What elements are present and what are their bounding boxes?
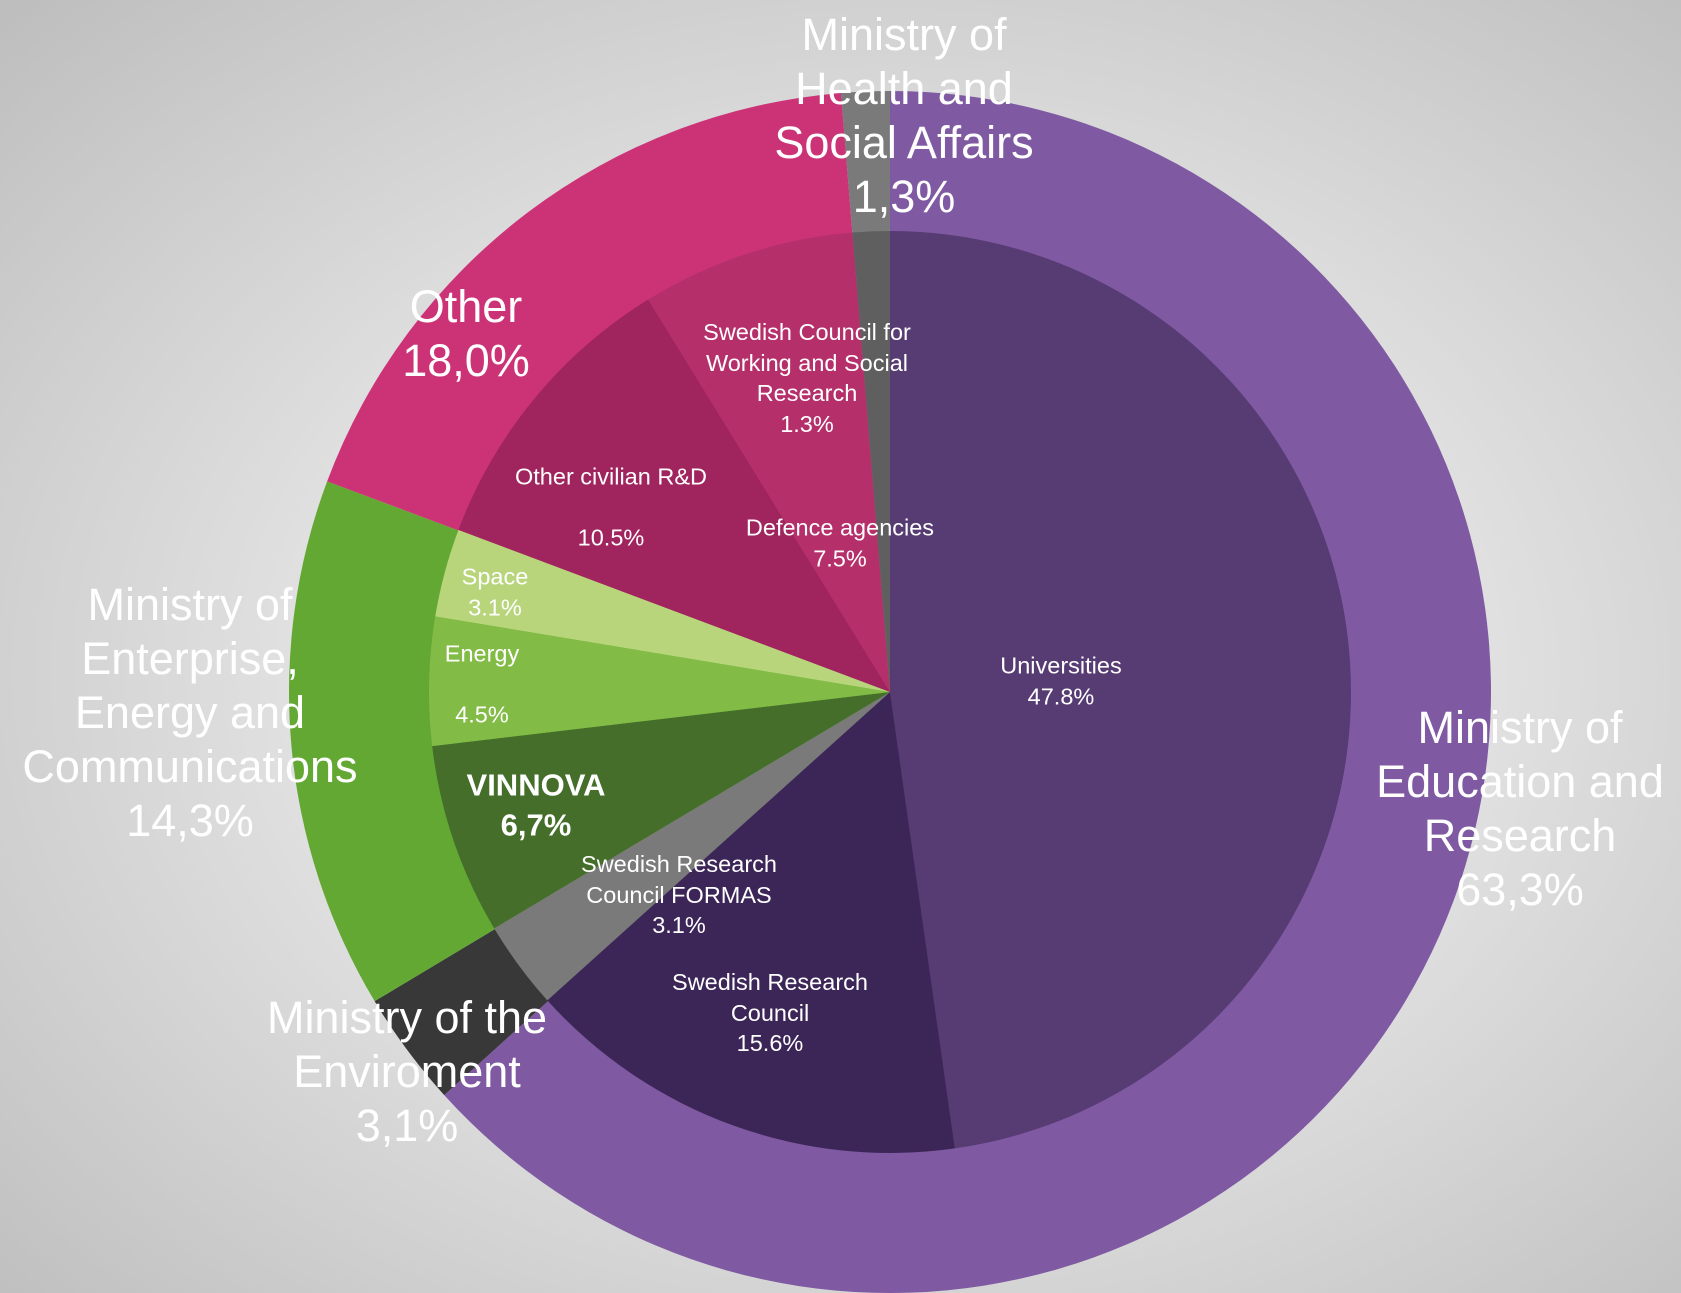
inner-slice [890, 230, 1352, 1149]
outer-label: Ministry of the Enviroment 3,1% [257, 991, 557, 1153]
slice-value: 3.1% [652, 912, 706, 939]
slice-value: 14,3% [126, 795, 254, 846]
inner-slice [458, 299, 890, 692]
outer-label: Ministry of Enterprise, Energy and Commu… [10, 578, 370, 848]
slice-value: 3.1% [468, 594, 522, 620]
outer-label: Ministry of Health and Social Affairs 1,3… [754, 8, 1054, 224]
slice-name: Space [461, 563, 529, 590]
slice-name: Universities [1000, 652, 1122, 679]
inner-label: VINNOVA 6,7% [436, 766, 636, 847]
slice-value: 18,0% [402, 335, 530, 386]
inner-slice [428, 616, 890, 747]
slice-name: Swedish Research Council FORMAS [581, 851, 777, 908]
slice-value: 4.5% [455, 701, 509, 727]
inner-label: Swedish Research Council 15.6% [650, 967, 890, 1059]
inner-label: Swedish Council for Working and Social R… [682, 317, 932, 439]
slice-name: Ministry of Education and Research [1376, 702, 1664, 861]
slice-name: Defence agencies [745, 514, 935, 541]
slice-value: 10.5% [577, 524, 645, 550]
inner-label: Other civilian R&D 10.5% [501, 461, 721, 552]
inner-label: Space 3.1% [435, 561, 555, 622]
slice-name: Energy [444, 640, 520, 667]
slice-name: Other [409, 281, 523, 332]
slice-name: VINNOVA [466, 767, 606, 803]
slice-name: Swedish Research Council [672, 969, 868, 1026]
inner-slice [432, 692, 890, 929]
slice-value: 7.5% [813, 545, 867, 571]
slice-value: 6,7% [500, 808, 572, 843]
slice-name: Swedish Council for Working and Social R… [703, 318, 911, 406]
slice-name: Ministry of the Enviroment [266, 992, 548, 1097]
inner-label: Defence agencies 7.5% [720, 512, 960, 573]
inner-slice [494, 692, 890, 1001]
slice-value: 15.6% [736, 1030, 804, 1057]
slice-value: 63,3% [1456, 864, 1584, 915]
slice-name: Ministry of Health and Social Affairs [774, 9, 1034, 168]
slice-name: Other civilian R&D [515, 463, 707, 490]
slice-value: 1.3% [780, 410, 834, 437]
inner-label: Swedish Research Council FORMAS 3.1% [554, 849, 804, 941]
outer-label: Other 18,0% [366, 280, 566, 388]
slice-value: 1,3% [852, 171, 956, 222]
inner-slice [648, 232, 890, 692]
inner-label: Energy 4.5% [422, 638, 542, 729]
inner-label: Universities 47.8% [961, 650, 1161, 711]
inner-slice [547, 692, 955, 1153]
slice-name: Ministry of Enterprise, Energy and Commu… [22, 579, 358, 792]
slice-value: 47.8% [1027, 683, 1095, 709]
inner-slice [852, 231, 890, 692]
outer-label: Ministry of Education and Research 63,3% [1365, 701, 1675, 917]
slice-value: 3,1% [355, 1100, 459, 1151]
inner-slice [435, 529, 890, 692]
